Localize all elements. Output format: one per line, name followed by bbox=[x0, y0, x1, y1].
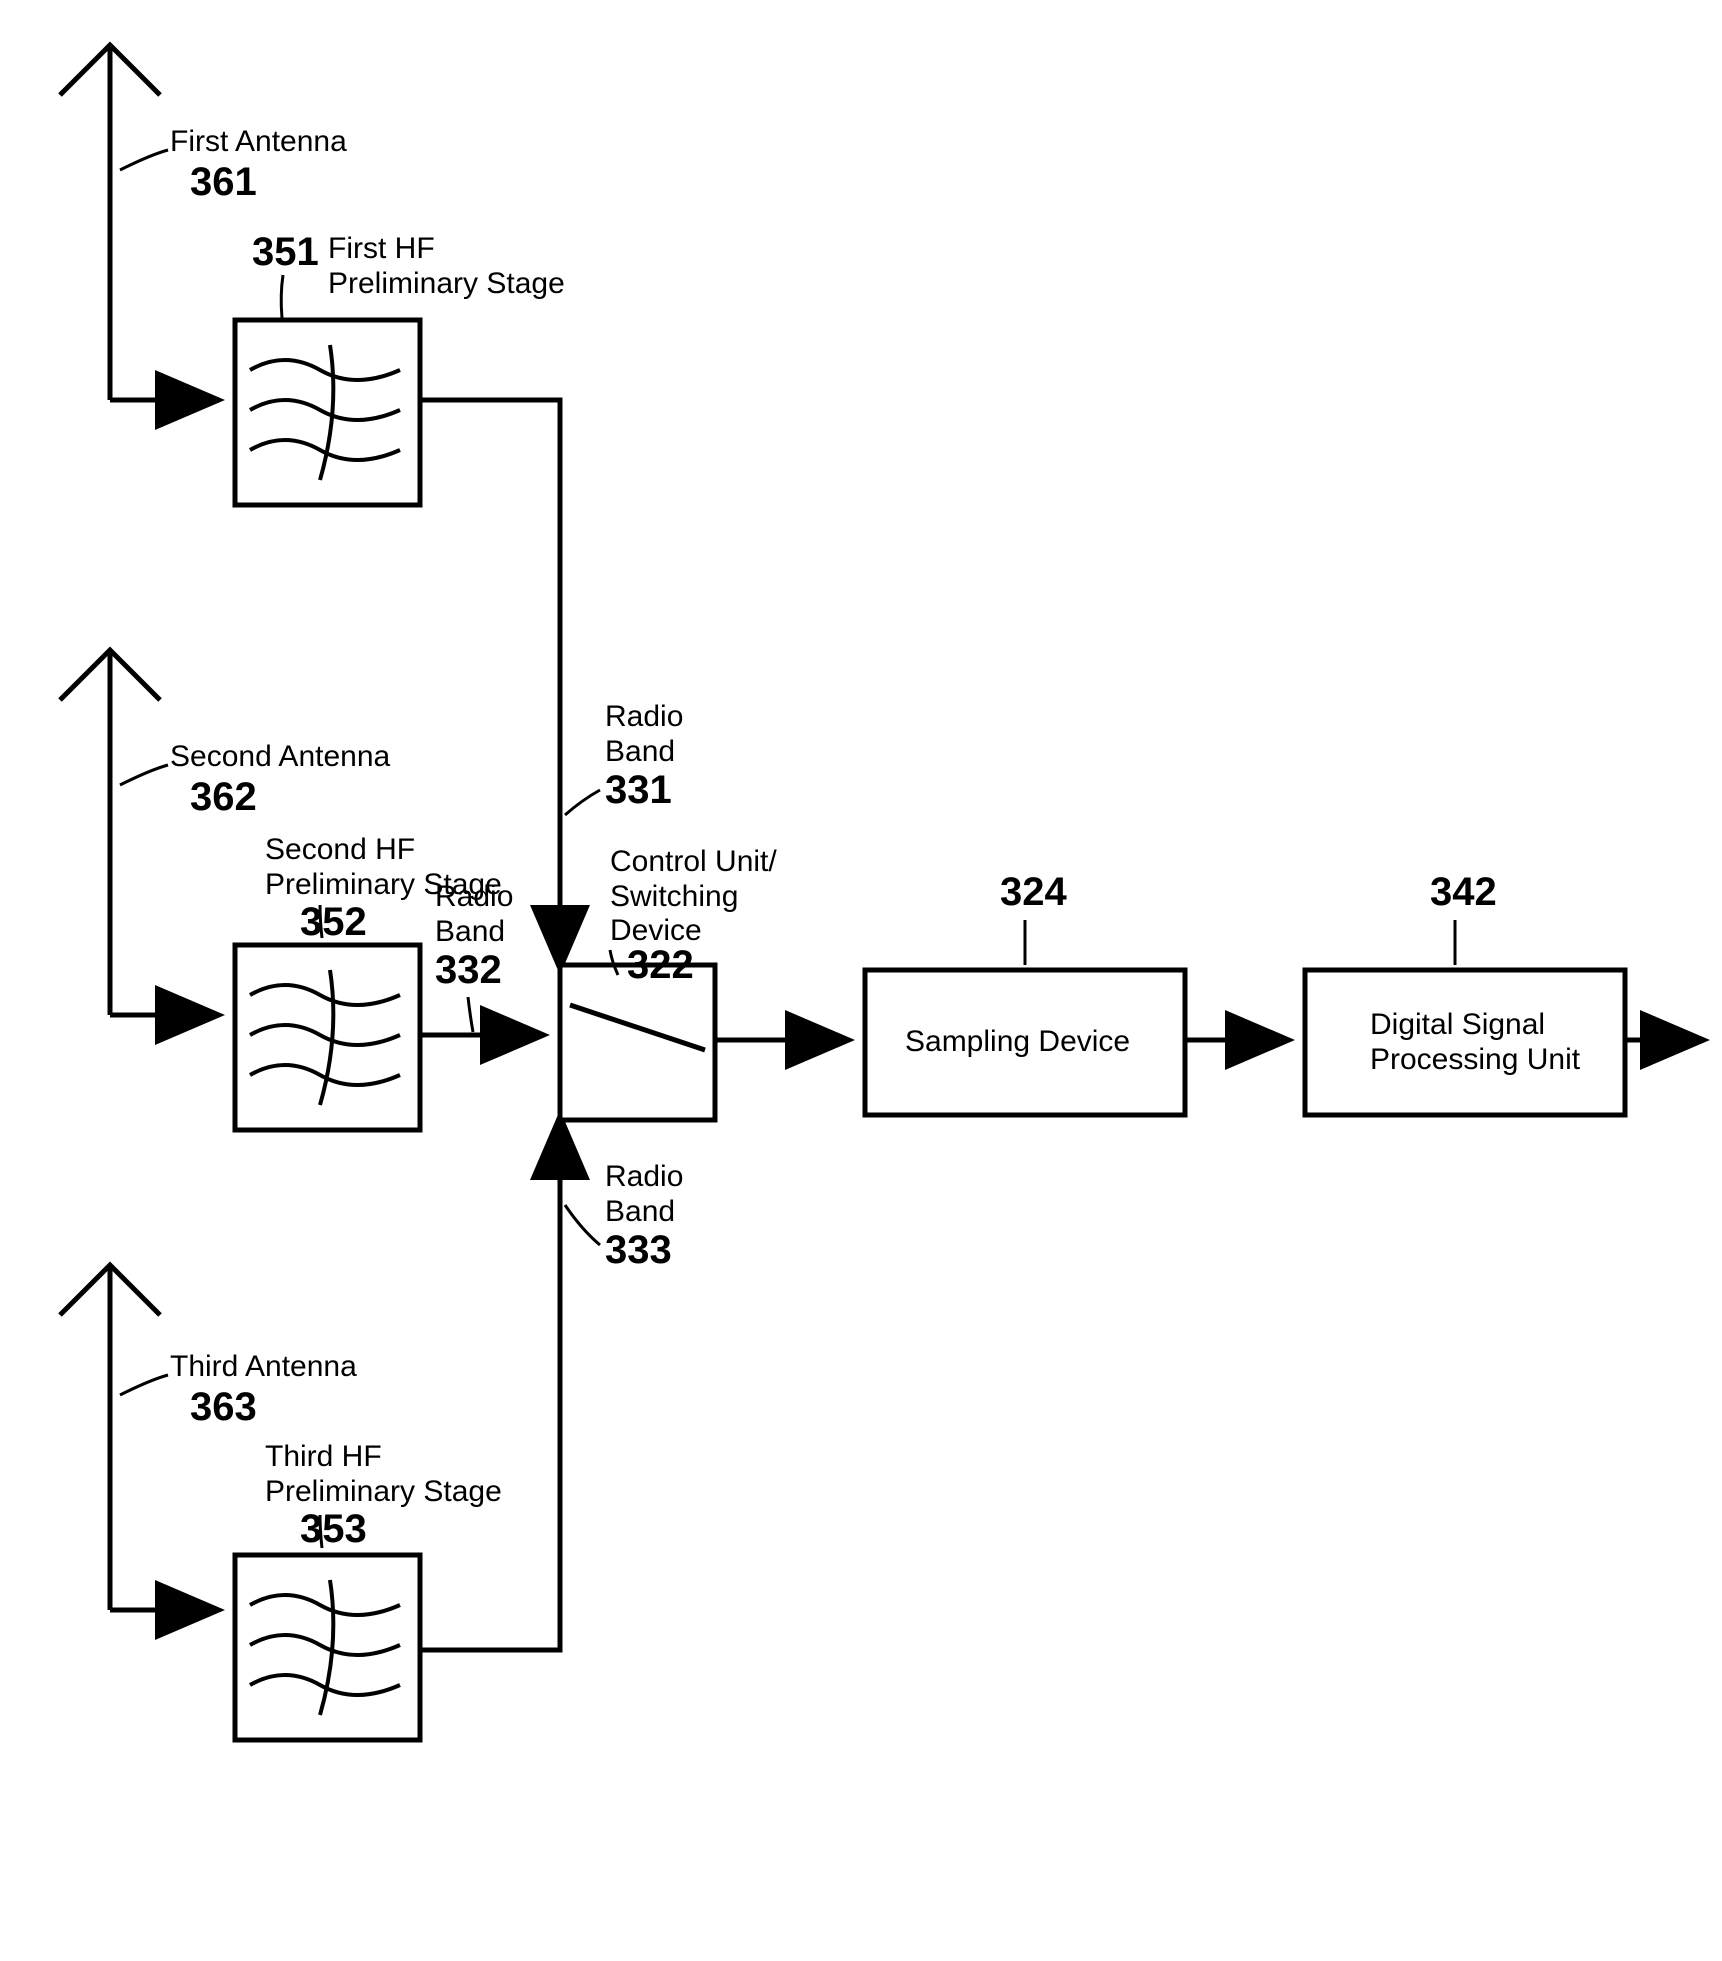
antenna-2-label: Second Antenna bbox=[170, 740, 390, 775]
rb1-ref: 331 bbox=[605, 768, 672, 813]
antenna-2-ref: 362 bbox=[190, 775, 257, 820]
rb3-label: Radio Band bbox=[605, 1160, 683, 1229]
dsp-ref: 342 bbox=[1430, 870, 1497, 915]
rb1-label: Radio Band bbox=[605, 700, 683, 769]
block-diagram: First Antenna 361 Second Antenna 362 Thi… bbox=[0, 0, 1722, 1961]
dsp-label: Digital Signal Processing Unit bbox=[1370, 1008, 1580, 1077]
hf3-label: Third HF Preliminary Stage bbox=[265, 1440, 502, 1509]
sampling-ref: 324 bbox=[1000, 870, 1067, 915]
hf1-label: First HF Preliminary Stage bbox=[328, 232, 565, 301]
hf1-ref: 351 bbox=[252, 230, 319, 275]
antenna-3-ref: 363 bbox=[190, 1385, 257, 1430]
switch-ref: 322 bbox=[627, 943, 694, 988]
hf3-ref: 353 bbox=[300, 1507, 367, 1552]
antenna-1-label: First Antenna bbox=[170, 125, 347, 160]
rb2-ref: 332 bbox=[435, 948, 502, 993]
antenna-1-ref: 361 bbox=[190, 160, 257, 205]
rb3-ref: 333 bbox=[605, 1228, 672, 1273]
hf2-ref: 352 bbox=[300, 900, 367, 945]
diagram-svg bbox=[0, 0, 1722, 1961]
switch-label: Control Unit/ Switching Device bbox=[610, 845, 777, 949]
rb2-label: Radio Band bbox=[435, 880, 513, 949]
antenna-3-label: Third Antenna bbox=[170, 1350, 357, 1385]
sampling-label: Sampling Device bbox=[905, 1025, 1130, 1060]
